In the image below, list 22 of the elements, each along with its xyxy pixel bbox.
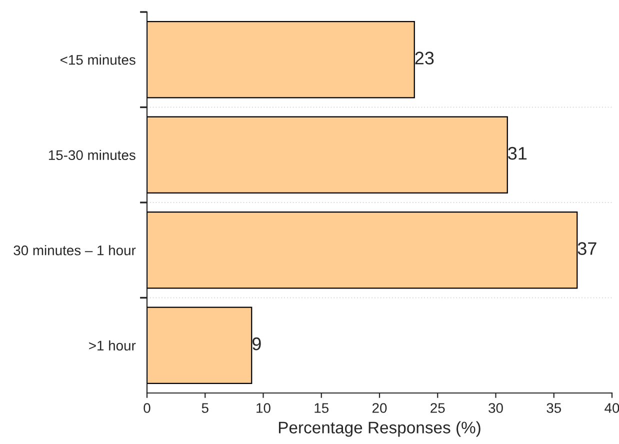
x-tick-label: 10 [256, 403, 270, 413]
bar [147, 20, 415, 98]
y-tick-label: >1 hour [89, 340, 136, 351]
x-tick-label: 0 [144, 403, 150, 413]
data-label: 23 [415, 52, 434, 64]
data-label: 31 [508, 146, 527, 160]
x-axis-title: Percentage Responses (%) [278, 421, 480, 437]
bar [147, 211, 578, 289]
data-label: 37 [578, 242, 596, 255]
data-label: 9 [252, 337, 261, 350]
x-tick-label: 15 [314, 403, 329, 413]
y-tick-label: <15 minutes [60, 54, 136, 65]
bar [147, 116, 508, 194]
x-tick-label: 30 [488, 403, 503, 413]
x-tick-label: 40 [604, 403, 619, 413]
x-tick-label: 20 [372, 403, 387, 413]
bar [147, 306, 252, 384]
y-tick-label: 15-30 minutes [48, 150, 136, 160]
x-tick-label: 25 [430, 403, 445, 413]
x-tick-label: 5 [202, 403, 208, 413]
x-tick-label: 35 [546, 403, 562, 413]
y-tick-label: 30 minutes – 1 hour [14, 245, 136, 256]
